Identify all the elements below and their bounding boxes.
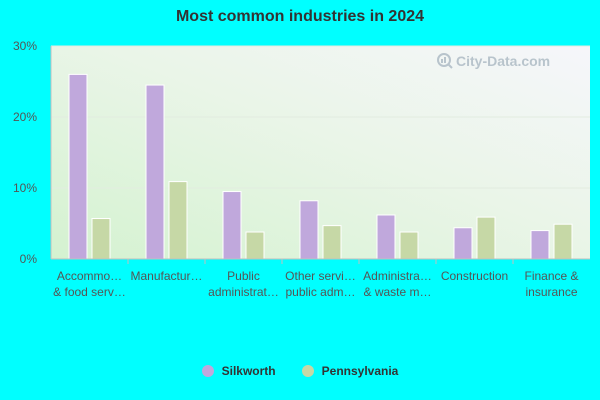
x-tick-label: Construction	[441, 269, 508, 283]
bar-pennsylvania	[245, 231, 265, 260]
bar-silkworth	[145, 84, 165, 260]
x-tick-label: Administra…	[363, 269, 432, 283]
legend: Silkworth Pennsylvania	[0, 364, 600, 378]
legend-item-silkworth: Silkworth	[201, 364, 276, 378]
bar-silkworth	[376, 214, 396, 260]
watermark-logo: City-Data.com	[437, 53, 550, 69]
legend-label-pennsylvania: Pennsylvania	[321, 364, 399, 378]
legend-swatch-pennsylvania	[301, 365, 314, 377]
legend-label-silkworth: Silkworth	[221, 364, 276, 378]
x-tick-label: Other servi…	[285, 269, 356, 283]
plot-background	[51, 46, 590, 259]
bars	[68, 73, 573, 260]
y-tick-label: 20%	[13, 110, 37, 124]
bar-silkworth	[68, 73, 88, 260]
watermark-text: City-Data.com	[456, 53, 550, 69]
legend-item-pennsylvania: Pennsylvania	[301, 364, 399, 378]
y-tick-label: 10%	[13, 181, 37, 195]
bar-pennsylvania	[91, 218, 111, 260]
bar-silkworth	[530, 230, 550, 260]
x-tick-label: administrat…	[208, 285, 279, 299]
x-tick-label: Finance &	[524, 269, 578, 283]
bar-silkworth	[453, 227, 473, 260]
bar-silkworth	[299, 200, 319, 260]
x-tick-label: Accommo…	[57, 269, 122, 283]
x-tick-label: & waste m…	[363, 285, 431, 299]
bar-pennsylvania	[399, 231, 419, 260]
chart-title: Most common industries in 2024	[175, 8, 425, 25]
x-tick-label: public adm…	[285, 285, 355, 299]
bar-pennsylvania	[476, 216, 496, 260]
grid-lines	[51, 45, 590, 189]
y-tick-label: 30%	[13, 39, 37, 53]
bar-pennsylvania	[168, 181, 188, 260]
legend-swatch-silkworth	[201, 365, 214, 377]
x-tick-label: Manufactur…	[130, 269, 202, 283]
axes: 0% 10% 20% 30% Accommo… & food serv… Manufactu…	[13, 39, 590, 299]
x-tick-label: & food serv…	[53, 285, 126, 299]
bar-silkworth	[222, 191, 242, 260]
x-tick-label: Public	[227, 269, 260, 283]
bar-pennsylvania	[322, 225, 342, 260]
bar-pennsylvania	[553, 223, 573, 260]
y-tick-label: 0%	[20, 252, 38, 266]
x-tick-label: insurance	[525, 285, 577, 299]
